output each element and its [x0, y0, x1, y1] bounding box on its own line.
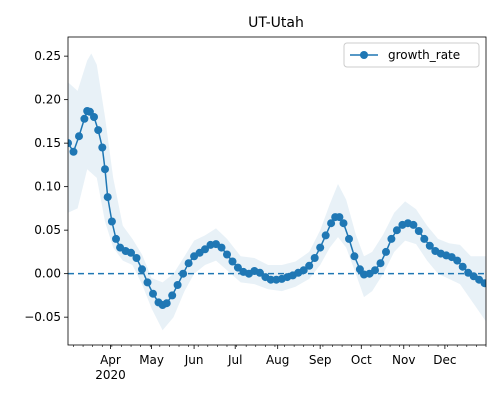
- data-point: [179, 269, 188, 278]
- data-point: [168, 291, 177, 300]
- data-point: [387, 234, 396, 243]
- x-tick-label: Jul: [227, 353, 242, 367]
- x-tick-sublabel: 2020: [95, 368, 126, 382]
- data-point: [132, 254, 141, 262]
- x-tick-label: Nov: [392, 353, 415, 367]
- y-tick-label: 0.25: [34, 49, 61, 63]
- data-point: [425, 241, 434, 250]
- data-point: [69, 147, 78, 156]
- data-point: [143, 278, 152, 287]
- data-point: [138, 265, 146, 274]
- data-point: [173, 281, 182, 289]
- y-tick-label: 0.00: [34, 267, 61, 281]
- plot-clip-group: [68, 53, 486, 331]
- data-point: [184, 259, 193, 268]
- x-tick-label: Oct: [351, 353, 372, 367]
- data-point: [339, 219, 348, 228]
- y-tick-label: 0.05: [34, 223, 61, 237]
- legend-marker-swatch: [360, 51, 368, 59]
- data-point: [371, 266, 379, 275]
- data-point: [107, 217, 116, 226]
- data-point: [80, 114, 89, 123]
- data-point: [305, 261, 314, 270]
- data-point: [321, 231, 330, 240]
- data-point: [217, 243, 226, 252]
- data-point: [327, 219, 336, 228]
- data-point: [90, 113, 98, 121]
- legend-box: [343, 42, 480, 68]
- y-tick-label: 0.20: [34, 93, 61, 107]
- data-point: [299, 266, 308, 275]
- data-point: [127, 248, 135, 257]
- data-point: [453, 256, 462, 265]
- y-tick-label: −0.05: [24, 310, 61, 324]
- data-point: [266, 275, 275, 284]
- data-point: [458, 262, 467, 271]
- data-point: [382, 247, 390, 256]
- data-point: [255, 268, 264, 277]
- data-point: [94, 126, 103, 135]
- data-point: [376, 259, 385, 268]
- x-tick-label: Aug: [266, 353, 289, 367]
- data-point: [223, 250, 231, 259]
- data-point: [392, 226, 401, 235]
- data-point: [68, 139, 72, 148]
- data-point: [228, 257, 237, 266]
- data-point: [409, 220, 418, 229]
- data-point: [335, 213, 344, 222]
- data-point: [75, 132, 83, 141]
- x-tick-label: Sep: [309, 353, 332, 367]
- data-point: [103, 193, 112, 202]
- data-point: [149, 289, 157, 298]
- data-point: [98, 143, 107, 152]
- data-point: [414, 227, 423, 235]
- legend-label-growth-rate: growth_rate: [388, 48, 460, 62]
- data-point: [316, 243, 325, 252]
- plot-area: [68, 53, 486, 331]
- x-tick-label: Jun: [184, 353, 204, 367]
- x-tick-label: Dec: [433, 353, 456, 367]
- legend: growth_rate: [343, 42, 480, 68]
- data-point: [350, 252, 359, 261]
- data-point: [420, 234, 429, 243]
- data-point: [345, 234, 353, 243]
- data-point: [201, 245, 209, 254]
- data-point: [162, 299, 171, 308]
- axes-frame: [67, 36, 487, 346]
- data-point: [480, 279, 486, 288]
- y-tick-label: 0.15: [34, 136, 61, 150]
- data-point: [112, 234, 120, 243]
- x-tick-label: Apr: [100, 353, 121, 367]
- data-point: [310, 254, 319, 262]
- chart-title: UT-Utah: [248, 15, 304, 31]
- data-point: [233, 263, 242, 272]
- y-tick-label: 0.10: [34, 180, 61, 194]
- data-point: [101, 165, 109, 174]
- x-tick-label: May: [139, 353, 164, 367]
